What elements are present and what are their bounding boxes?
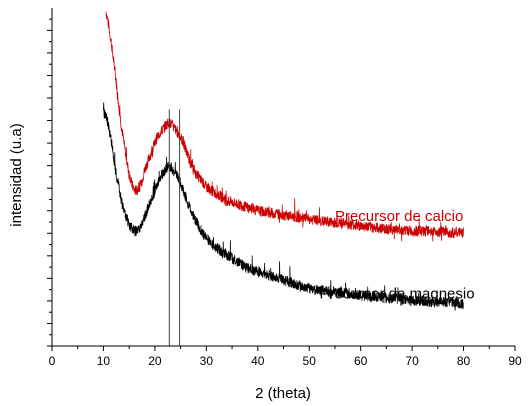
y-axis-title: intensidad (u.a) (8, 123, 25, 226)
x-tick-label: 60 (354, 354, 368, 368)
x-tick-label: 10 (97, 354, 111, 368)
x-tick-label: 0 (49, 354, 56, 368)
x-axis-title: 2 (theta) (255, 385, 311, 402)
x-tick-label: 80 (457, 354, 471, 368)
series-layer (103, 11, 464, 311)
series-line-calcio (105, 11, 464, 242)
x-tick-label: 30 (200, 354, 214, 368)
x-tick-label: 90 (508, 354, 522, 368)
annotation-magnesio: Precursor de magnesio (320, 286, 475, 303)
annotation-calcio: Precursor de calcio (335, 208, 463, 225)
annotations: Precursor de calcio Precursor de magnesio (320, 208, 475, 303)
x-tick-label: 50 (303, 354, 317, 368)
x-tick-label: 20 (148, 354, 162, 368)
axes: 0 10 20 30 40 50 60 70 80 90 (47, 8, 522, 368)
x-tick-label: 40 (251, 354, 265, 368)
vertical-markers (168, 109, 181, 346)
series-line-magnesio (103, 102, 464, 311)
x-tick-label: 70 (405, 354, 419, 368)
